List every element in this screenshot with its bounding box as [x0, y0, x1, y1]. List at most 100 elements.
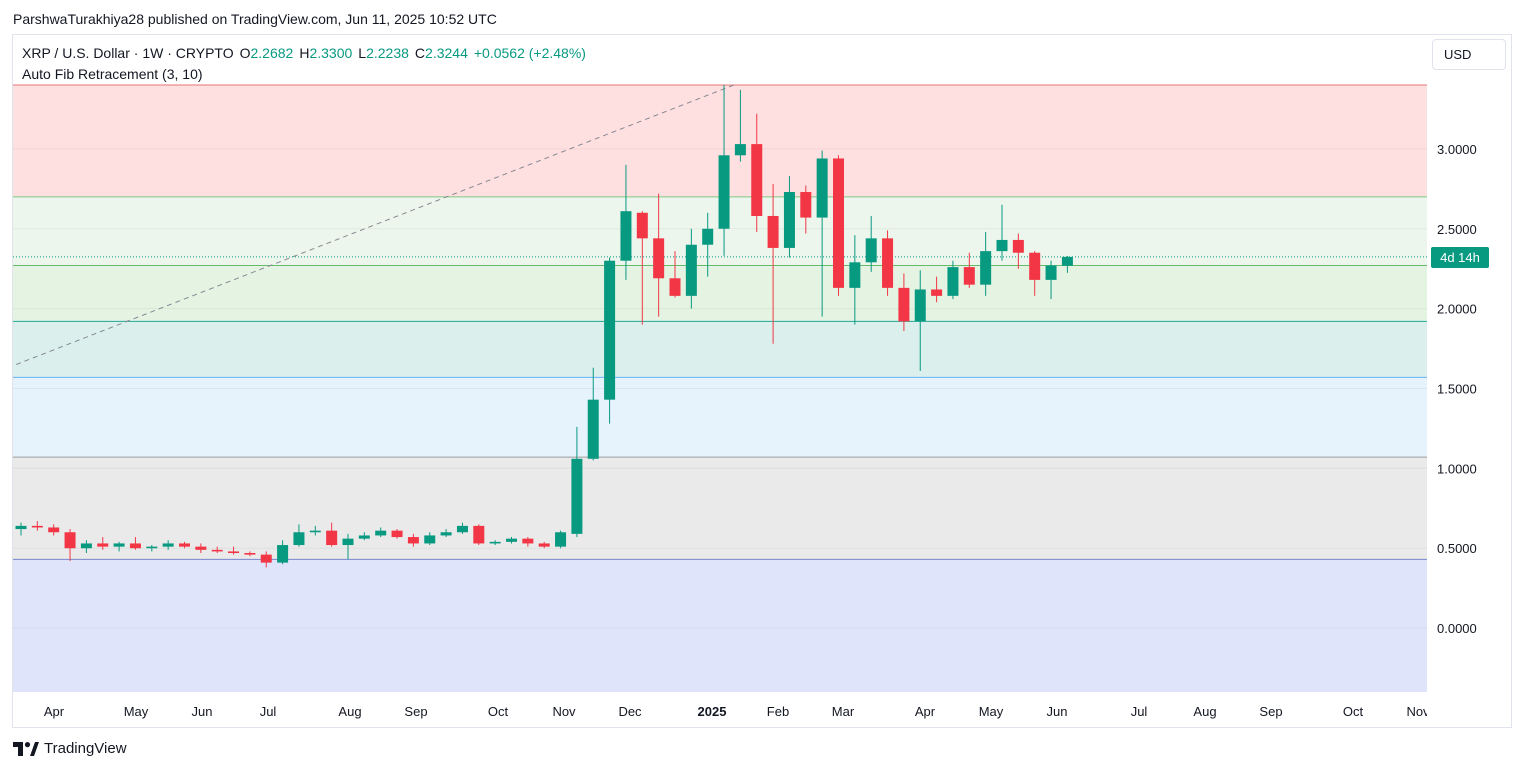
candle-up	[865, 215, 877, 272]
candle-down	[129, 537, 141, 550]
candle-body	[751, 144, 763, 216]
candle-down	[473, 524, 485, 546]
candle-body	[129, 543, 141, 549]
fib-trend-line-segment	[15, 84, 735, 366]
candle-body	[211, 549, 223, 552]
time-tick-label: Oct	[1343, 704, 1364, 719]
candle-up	[456, 522, 468, 534]
fib-zone	[13, 559, 1427, 692]
price-tick-label: 0.0000	[1437, 621, 1477, 636]
fib-trend-line	[15, 84, 735, 366]
high-value: 2.3300	[309, 45, 353, 61]
candle-body	[931, 289, 943, 296]
candle-body	[849, 262, 861, 288]
candle-up	[555, 530, 567, 549]
candle-body	[97, 543, 109, 547]
time-tick-label: Aug	[338, 704, 361, 719]
candle-body	[162, 543, 174, 547]
tradingview-logo[interactable]: TradingView	[13, 740, 127, 757]
candle-up	[734, 89, 746, 162]
candle-body	[947, 267, 959, 296]
candle-up	[1061, 255, 1073, 273]
open-label: O	[239, 45, 251, 61]
candle-body	[865, 238, 877, 263]
candle-body	[734, 144, 746, 156]
indicator-legend[interactable]: Auto Fib Retracement (3, 10)	[22, 66, 203, 82]
candle-body	[620, 211, 632, 261]
candle-down	[244, 551, 256, 557]
candle-up	[685, 228, 697, 309]
time-tick-label: Nov	[552, 704, 576, 719]
candle-body	[685, 244, 697, 296]
candle-down	[669, 251, 681, 298]
candle-body	[980, 251, 992, 285]
candle-down	[179, 541, 190, 549]
candle-body	[783, 192, 795, 248]
candle-down	[653, 193, 665, 317]
candle-body	[653, 238, 665, 279]
candle-body	[473, 525, 485, 544]
candle-body	[293, 532, 305, 546]
candle-body	[277, 545, 289, 563]
candle-up	[375, 527, 387, 538]
candle-up	[277, 540, 289, 565]
candle-down	[260, 551, 272, 568]
time-tick-label: Nov	[1406, 704, 1430, 719]
candle-body	[113, 543, 125, 547]
symbol-legend[interactable]: XRP / U.S. Dollar · 1W · CRYPTO O2.2682 H2…	[22, 45, 586, 61]
candle-body	[1045, 265, 1057, 280]
candle-body	[816, 158, 828, 218]
candle-body	[64, 532, 76, 549]
candle-body	[489, 541, 501, 544]
candle-body	[636, 212, 648, 239]
candle-down	[391, 529, 403, 539]
close-label: C	[414, 45, 426, 61]
candle-up	[506, 537, 517, 544]
tradingview-logo-icon	[13, 741, 39, 756]
candle-down	[97, 537, 109, 550]
candle-body	[195, 546, 207, 550]
time-tick-label: Jun	[192, 704, 213, 719]
candle-up	[489, 540, 501, 546]
candle-body	[506, 538, 517, 542]
currency-selector-button[interactable]: USD	[1432, 39, 1506, 70]
candle-body	[914, 289, 926, 322]
candle-up	[309, 525, 321, 536]
fib-zone	[13, 377, 1427, 458]
candle-down	[228, 546, 240, 555]
price-tick-label: 3.0000	[1437, 142, 1477, 157]
candle-body	[833, 158, 844, 288]
fib-zone	[13, 321, 1427, 378]
time-tick-label: Jun	[1047, 704, 1068, 719]
candle-down	[211, 546, 223, 554]
time-tick-label: May	[124, 704, 149, 719]
candle-up	[816, 150, 828, 317]
fib-retracement-zones	[13, 84, 1427, 692]
candle-down	[48, 524, 60, 536]
candle-up	[914, 270, 926, 371]
low-value: 2.2238	[366, 45, 409, 61]
candle-up	[342, 533, 354, 560]
candle-up	[80, 540, 92, 554]
candle-up	[996, 204, 1008, 261]
time-tick-label: Jul	[260, 704, 277, 719]
fib-zone	[13, 457, 1427, 560]
candle-down	[538, 541, 550, 549]
candle-down	[767, 184, 779, 344]
candle-body	[898, 287, 910, 322]
candle-body	[1012, 239, 1024, 253]
candle-body	[228, 551, 240, 554]
candle-body	[963, 267, 975, 285]
candle-up	[358, 532, 370, 541]
time-tick-label: Dec	[618, 704, 642, 719]
candle-down	[1012, 233, 1024, 269]
candle-body	[31, 525, 43, 528]
candle-down	[833, 155, 844, 296]
candle-up	[718, 85, 730, 256]
candle-down	[931, 276, 943, 303]
time-tick-label: Oct	[488, 704, 509, 719]
publication-attribution: ParshwaTurakhiya28 published on TradingV…	[13, 11, 497, 27]
candle-body	[15, 525, 27, 530]
candle-down	[31, 521, 43, 531]
